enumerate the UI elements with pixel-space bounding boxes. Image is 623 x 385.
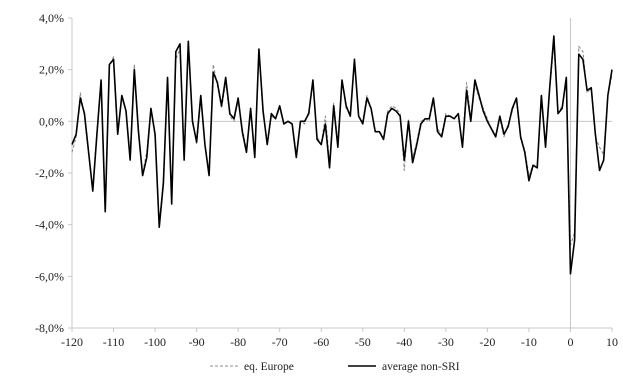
series-layer: [71, 35, 613, 275]
x-tick-label: -50: [355, 335, 371, 349]
y-tick-label: 2,0%: [39, 63, 64, 77]
x-tick-label: -10: [521, 335, 537, 349]
x-tick-label: -30: [438, 335, 454, 349]
y-tick-label: 0,0%: [39, 114, 64, 128]
legend-label-eq-europe: eq. Europe: [244, 361, 294, 373]
y-tick-label: -4,0%: [35, 218, 64, 232]
y-tick-label: -6,0%: [35, 269, 64, 283]
series-line-average-non-sri: [71, 35, 613, 275]
x-tick-label: -60: [313, 335, 329, 349]
y-tick-label: -8,0%: [35, 321, 64, 335]
x-tick-label: -70: [272, 335, 288, 349]
x-tick-label: 0: [567, 335, 573, 349]
x-tick-label: -40: [396, 335, 412, 349]
x-tick-label: -100: [144, 335, 166, 349]
x-tick-label: -120: [61, 335, 83, 349]
series-line-eq-europe: [71, 43, 613, 246]
axes-layer: [68, 17, 613, 332]
x-tick-label: -90: [189, 335, 205, 349]
y-tick-label: -2,0%: [35, 166, 64, 180]
x-tick-label: -110: [103, 335, 125, 349]
tick-labels: -8,0% -6,0% -4,0% -2,0% 0,0% 2,0% 4,0% -120 -110…: [35, 11, 618, 349]
legend-label-average-non-sri: average non-SRI: [382, 361, 460, 373]
legend: eq. Europe average non-SRI: [210, 361, 460, 373]
x-tick-label: -80: [230, 335, 246, 349]
x-tick-label: 10: [606, 335, 618, 349]
y-tick-label: 4,0%: [39, 11, 64, 25]
x-tick-label: -20: [479, 335, 495, 349]
